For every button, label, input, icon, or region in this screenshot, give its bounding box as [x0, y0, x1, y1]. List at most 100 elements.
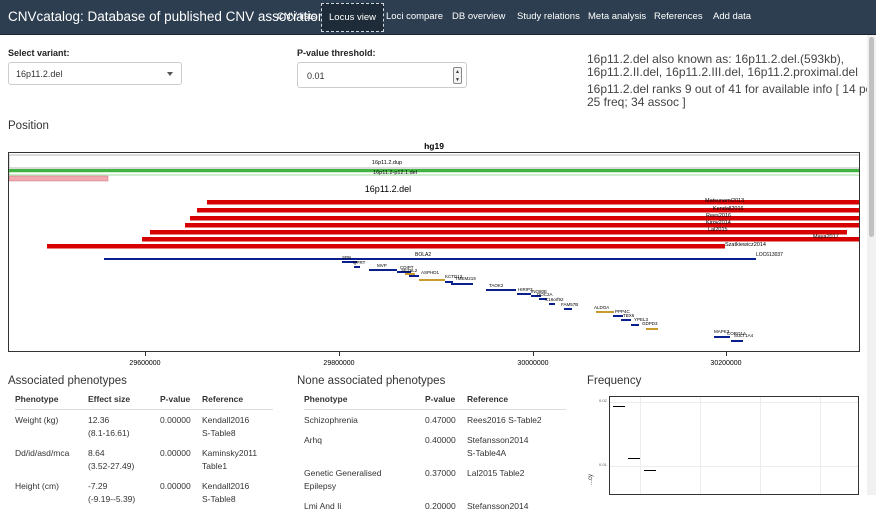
table-header: Phenotype Effect size P-value Reference	[15, 390, 273, 410]
scrollbar-thumb[interactable]	[869, 37, 874, 237]
variant-select[interactable]: 16p11.2.del	[8, 62, 182, 85]
gene-label: SEZ6L2	[401, 268, 418, 273]
x-tick	[339, 352, 340, 356]
gene-bar-bola2	[104, 258, 734, 260]
reference-table: S-Table4A	[467, 447, 507, 458]
effect-cell: 8.64 (3.52-27.49)	[88, 443, 160, 476]
associated-heading: Associated phenotypes	[8, 375, 127, 387]
dup-track	[9, 169, 859, 172]
frequency-plot	[609, 396, 859, 495]
gene-label: YPEL3	[634, 317, 649, 322]
frequency-segment	[628, 458, 640, 459]
gene-bar	[445, 281, 453, 283]
phenotype-line: Epilepsy	[304, 480, 337, 491]
nav-references[interactable]: References	[654, 11, 703, 22]
gene-label: CORO1A	[727, 331, 746, 336]
page-scrollbar[interactable]	[867, 35, 876, 495]
phenotype-cell: Arhq	[304, 434, 322, 445]
grid-line	[610, 466, 858, 467]
study-bar	[207, 200, 859, 205]
x-tick	[726, 352, 727, 356]
pvalue-cell: 0.20000	[425, 500, 456, 511]
gene-bar	[621, 319, 631, 321]
track-label-del: 16p11.2.del	[365, 184, 411, 194]
variant-select-value: 16p11.2.del	[16, 69, 63, 79]
reference-cell: Kaminsky2011 Table1	[202, 443, 273, 476]
pvalue-threshold-value: 0.01	[307, 71, 325, 81]
reference-name: Stefansson2014	[467, 434, 529, 445]
locus-plot-svg: 16p11.2.dup 16p11.2-p12.1.del 16p11.2.de…	[9, 154, 859, 342]
nav-locus-view[interactable]: Locus view	[321, 3, 384, 32]
nav-add-data[interactable]: Add data	[713, 11, 752, 22]
reference-cell: Lal2015 Table2	[467, 467, 525, 478]
study-label: Kendall2016	[713, 206, 744, 212]
pvalue-cell: 0.00000	[160, 414, 191, 425]
col-pvalue: P-value	[425, 390, 467, 410]
rank-line-2: 25 freq; 34 assoc ]	[587, 95, 686, 109]
frequency-segment	[644, 470, 656, 471]
track-label-dup: 16p11.2.dup	[372, 160, 402, 166]
grid-line	[610, 402, 858, 403]
spin-up-icon[interactable]: ▲	[455, 69, 460, 75]
reference-cell: Stefansson2014 S-Table4A	[467, 430, 566, 463]
reference-name: Kaminsky2011	[202, 447, 258, 458]
gene-label: FAM57B	[561, 302, 578, 307]
locus-plot: 16p11.2.dup 16p11.2-p12.1.del 16p11.2.de…	[8, 152, 860, 352]
navbar: CNVcatalog: Database of published CNV as…	[0, 0, 876, 35]
study-label: Kirov2014	[706, 220, 731, 226]
pvalue-cell: 0.00000	[160, 447, 191, 458]
nav-cnv-lists[interactable]: CNV lists	[277, 11, 317, 22]
reference-cell: Kendall2016 S-Table8	[202, 409, 273, 443]
aka-line-2: 16p11.2.II.del, 16p11.2.III.del, 16p11.2…	[587, 65, 858, 79]
study-label: Rees2016	[706, 213, 731, 219]
x-tick-label: 30200000	[710, 360, 742, 367]
effect-ci: (3.52-27.49)	[88, 460, 135, 471]
study-label: Matsunami2013	[705, 198, 744, 204]
col-reference: Reference	[202, 390, 273, 410]
gene-bar	[539, 298, 547, 300]
none-associated-heading: None associated phenotypes	[297, 375, 446, 387]
gene-label: ALDOA	[594, 305, 609, 310]
nav-meta-analysis[interactable]: Meta analysis	[588, 11, 647, 22]
gene-label: C16orf92	[545, 297, 564, 302]
reference-name: Kendall2016	[202, 480, 250, 491]
phenotype-cell: Dd/id/asd/mca	[15, 447, 70, 458]
nav-db-overview[interactable]: DB overview	[452, 11, 506, 22]
table-row: Lmi And Ii 0.20000 Stefansson2014	[304, 496, 566, 516]
reference-cell: Kendall2016 S-Table8	[202, 476, 273, 509]
gene-bar	[397, 271, 411, 273]
reference-cell: Rees2016 S-Table2	[467, 414, 542, 425]
gene-label: DOC2A	[537, 292, 553, 297]
spin-down-icon[interactable]: ▼	[455, 77, 460, 83]
pvalue-cell: 0.00000	[160, 480, 191, 491]
pvalue-threshold-input[interactable]: 0.01 ▲ ▼	[297, 62, 467, 88]
gene-bar	[549, 303, 555, 305]
variant-label: Select variant:	[8, 48, 70, 58]
outline-track	[9, 154, 859, 169]
nav-study-relations[interactable]: Study relations	[517, 11, 580, 22]
table-row: Height (cm) -7.29 (-9.19--5.39) 0.00000 K…	[15, 476, 273, 509]
reference-table: S-Table8	[202, 493, 236, 504]
number-spinner[interactable]: ▲ ▼	[453, 67, 462, 84]
gene-label: GDPD3	[642, 321, 658, 326]
gene-bar	[731, 340, 743, 342]
study-label: Szatkiewicz2014	[725, 242, 766, 248]
gene-label: SPN	[342, 255, 351, 260]
phenotype-cell: Genetic Generalised Epilepsy	[304, 463, 425, 496]
pvalue-cell: 0.37000	[425, 467, 456, 478]
frequency-heading: Frequency	[587, 375, 642, 387]
frequency-y-axis-label: ...cy	[588, 473, 594, 485]
gene-label: MVP	[377, 263, 387, 268]
grid-line	[820, 397, 821, 494]
phenotype-cell: Lmi And Ii	[304, 500, 342, 511]
nav-loci-compare[interactable]: Loci compare	[386, 11, 444, 22]
gene-bar	[517, 293, 531, 295]
table-row: Schizophrenia 0.47000 Rees2016 S-Table2	[304, 409, 566, 430]
app-title[interactable]: CNVcatalog: Database of published CNV as…	[8, 9, 333, 24]
x-tick	[145, 352, 146, 356]
effect-value: 12.36	[88, 414, 110, 425]
gene-bar	[531, 295, 541, 297]
gene-bar	[564, 308, 572, 310]
reference-table: S-Table8	[202, 427, 236, 438]
col-reference: Reference	[467, 390, 566, 410]
